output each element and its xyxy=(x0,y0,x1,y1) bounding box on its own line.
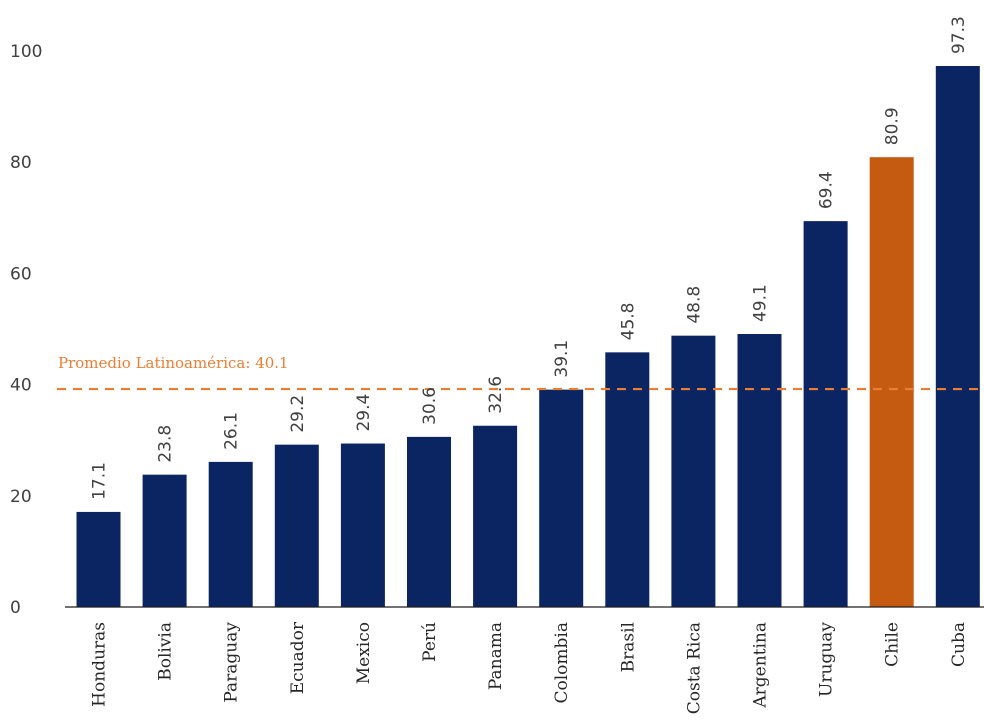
bar-perú xyxy=(407,436,451,607)
y-tick-label: 60 xyxy=(10,264,32,284)
value-label: 32.6 xyxy=(486,376,506,414)
bar-panama xyxy=(473,425,518,607)
bar-argentina xyxy=(737,334,782,607)
x-tick-label: Cuba xyxy=(949,622,969,667)
x-tick-label: Mexico xyxy=(354,622,374,684)
bar-uruguay xyxy=(803,221,848,608)
bar-colombia xyxy=(539,389,584,607)
y-tick-label: 100 xyxy=(10,42,42,62)
bar-mexico xyxy=(340,443,385,607)
x-tick-label: Paraguay xyxy=(222,622,242,703)
bar-paraguay xyxy=(208,461,253,607)
bar-ecuador xyxy=(274,444,319,607)
bar-brasil xyxy=(605,352,650,607)
value-label: 17.1 xyxy=(90,462,110,500)
y-tick-label: 80 xyxy=(10,153,32,173)
y-axis-ticks: 0 20 40 60 80 100 xyxy=(10,42,42,618)
bar-cuba xyxy=(935,66,980,607)
value-label: 45.8 xyxy=(618,302,638,340)
value-label: 97.3 xyxy=(949,16,969,54)
value-label: 48.8 xyxy=(684,286,704,324)
bar-bolivia xyxy=(142,474,187,607)
x-tick-label: Panama xyxy=(486,622,506,690)
x-tick-label: Colombia xyxy=(552,622,572,704)
y-tick-label: 20 xyxy=(10,487,32,507)
y-tick-label: 0 xyxy=(10,598,21,618)
value-label: 80.9 xyxy=(883,107,903,145)
value-label: 29.4 xyxy=(354,394,374,432)
bar-honduras xyxy=(76,511,121,607)
bars xyxy=(76,66,980,608)
average-label: Promedio Latinoamérica: 40.1 xyxy=(58,354,289,372)
x-tick-label: Uruguay xyxy=(817,622,837,697)
x-tick-label: Ecuador xyxy=(288,621,308,694)
x-tick-label: Costa Rica xyxy=(684,622,704,714)
value-label: 49.1 xyxy=(751,284,771,322)
x-axis-labels: Honduras Bolivia Paraguay Ecuador Mexico Perú… xyxy=(90,621,969,714)
value-label: 30.6 xyxy=(420,387,440,425)
bar-costa-rica xyxy=(671,335,716,607)
value-label: 29.2 xyxy=(288,395,308,433)
x-tick-label: Brasil xyxy=(618,622,638,672)
x-tick-label: Honduras xyxy=(90,622,110,707)
value-label: 39.1 xyxy=(552,340,572,378)
x-tick-label: Argentina xyxy=(751,622,771,709)
value-label: 69.4 xyxy=(817,171,837,209)
value-labels: 17.1 23.8 26.1 29.2 29.4 30.6 32.6 39.1 45.8 48.8… xyxy=(90,16,969,500)
value-label: 23.8 xyxy=(156,425,176,463)
x-tick-label: Perú xyxy=(420,622,440,662)
x-tick-label: Chile xyxy=(883,622,903,667)
y-tick-label: 40 xyxy=(10,376,32,396)
value-label: 26.1 xyxy=(222,412,242,450)
bar-chile xyxy=(869,157,914,608)
x-tick-label: Bolivia xyxy=(156,622,176,681)
